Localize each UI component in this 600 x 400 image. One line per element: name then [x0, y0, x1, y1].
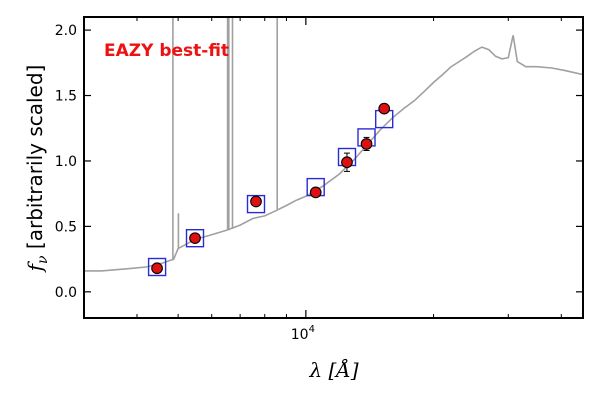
observed-point	[378, 102, 391, 115]
observed-point	[309, 186, 322, 199]
y-tick-label: 0.0	[55, 285, 77, 301]
y-tick-label: 1.0	[55, 154, 77, 170]
y-axis-label: fν [arbitrarily scaled]	[23, 65, 51, 274]
plot-frame	[83, 16, 584, 319]
observed-point	[341, 156, 353, 169]
x-axis-label: λ [Å]	[308, 357, 358, 382]
spectrum-line	[84, 35, 584, 272]
model-photometry-box	[147, 257, 167, 277]
x-tick-label-exponent: 4	[309, 324, 315, 335]
y-tick-label: 1.5	[55, 89, 77, 105]
fit-annotation: EAZY best-fit	[104, 41, 229, 61]
y-axis-label-subscript: ν	[35, 255, 51, 264]
observed-point	[250, 195, 262, 208]
x-tick-label-base: 10	[291, 327, 309, 343]
spectrum-layer	[84, 17, 584, 272]
x-tick-label: 104	[291, 324, 315, 343]
observed-layer	[151, 102, 391, 275]
y-tick-label: 2.0	[55, 23, 77, 39]
model-photometry-box	[185, 228, 205, 248]
tick-layer: 0.0 0.5 1.0 1.5 2.0 104	[55, 17, 583, 343]
x-axis-label-text: λ [Å]	[308, 357, 358, 382]
observed-point	[360, 138, 373, 150]
observed-point	[189, 232, 201, 245]
model-photometry-box	[246, 194, 266, 214]
y-axis-label-text: [arbitrarily scaled]	[23, 65, 47, 256]
plot-background	[84, 17, 583, 318]
y-tick-label: 0.5	[55, 219, 77, 235]
observed-point	[151, 262, 163, 275]
